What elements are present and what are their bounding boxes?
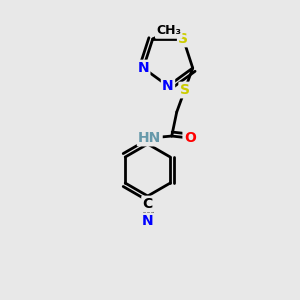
Text: C: C <box>142 197 153 211</box>
Text: HN: HN <box>138 131 161 145</box>
Text: N: N <box>137 61 149 75</box>
Text: O: O <box>184 131 196 145</box>
Text: CH₃: CH₃ <box>156 25 181 38</box>
Text: S: S <box>178 32 188 46</box>
Text: N: N <box>142 214 154 228</box>
Text: S: S <box>180 83 190 97</box>
Text: N: N <box>162 79 174 93</box>
